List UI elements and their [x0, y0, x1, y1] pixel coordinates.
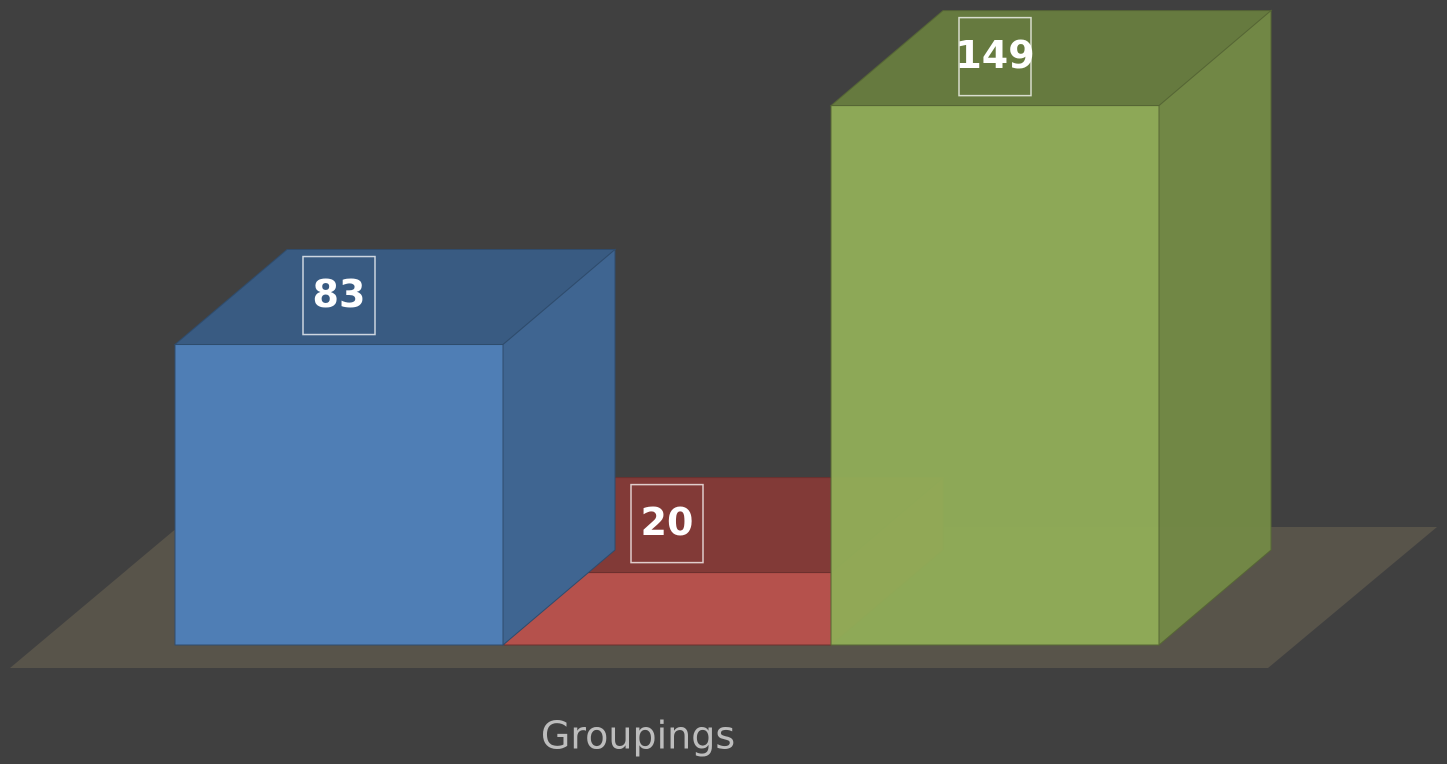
category-label: Groupings: [541, 714, 735, 758]
bar-front: [174, 344, 504, 646]
bars: [173, 9, 1273, 647]
bar: [829, 9, 1273, 647]
data-label-box: [958, 16, 1032, 97]
bar-front: [830, 105, 1160, 646]
data-label: 20: [641, 500, 694, 544]
data-label: 149: [955, 33, 1034, 77]
data-label-box: [630, 483, 704, 564]
bar: [173, 248, 617, 647]
bar-side: [1158, 9, 1272, 647]
data-label: 83: [313, 272, 366, 316]
data-label-box: [302, 255, 376, 336]
data-labels: 20 83 149: [302, 16, 1035, 564]
